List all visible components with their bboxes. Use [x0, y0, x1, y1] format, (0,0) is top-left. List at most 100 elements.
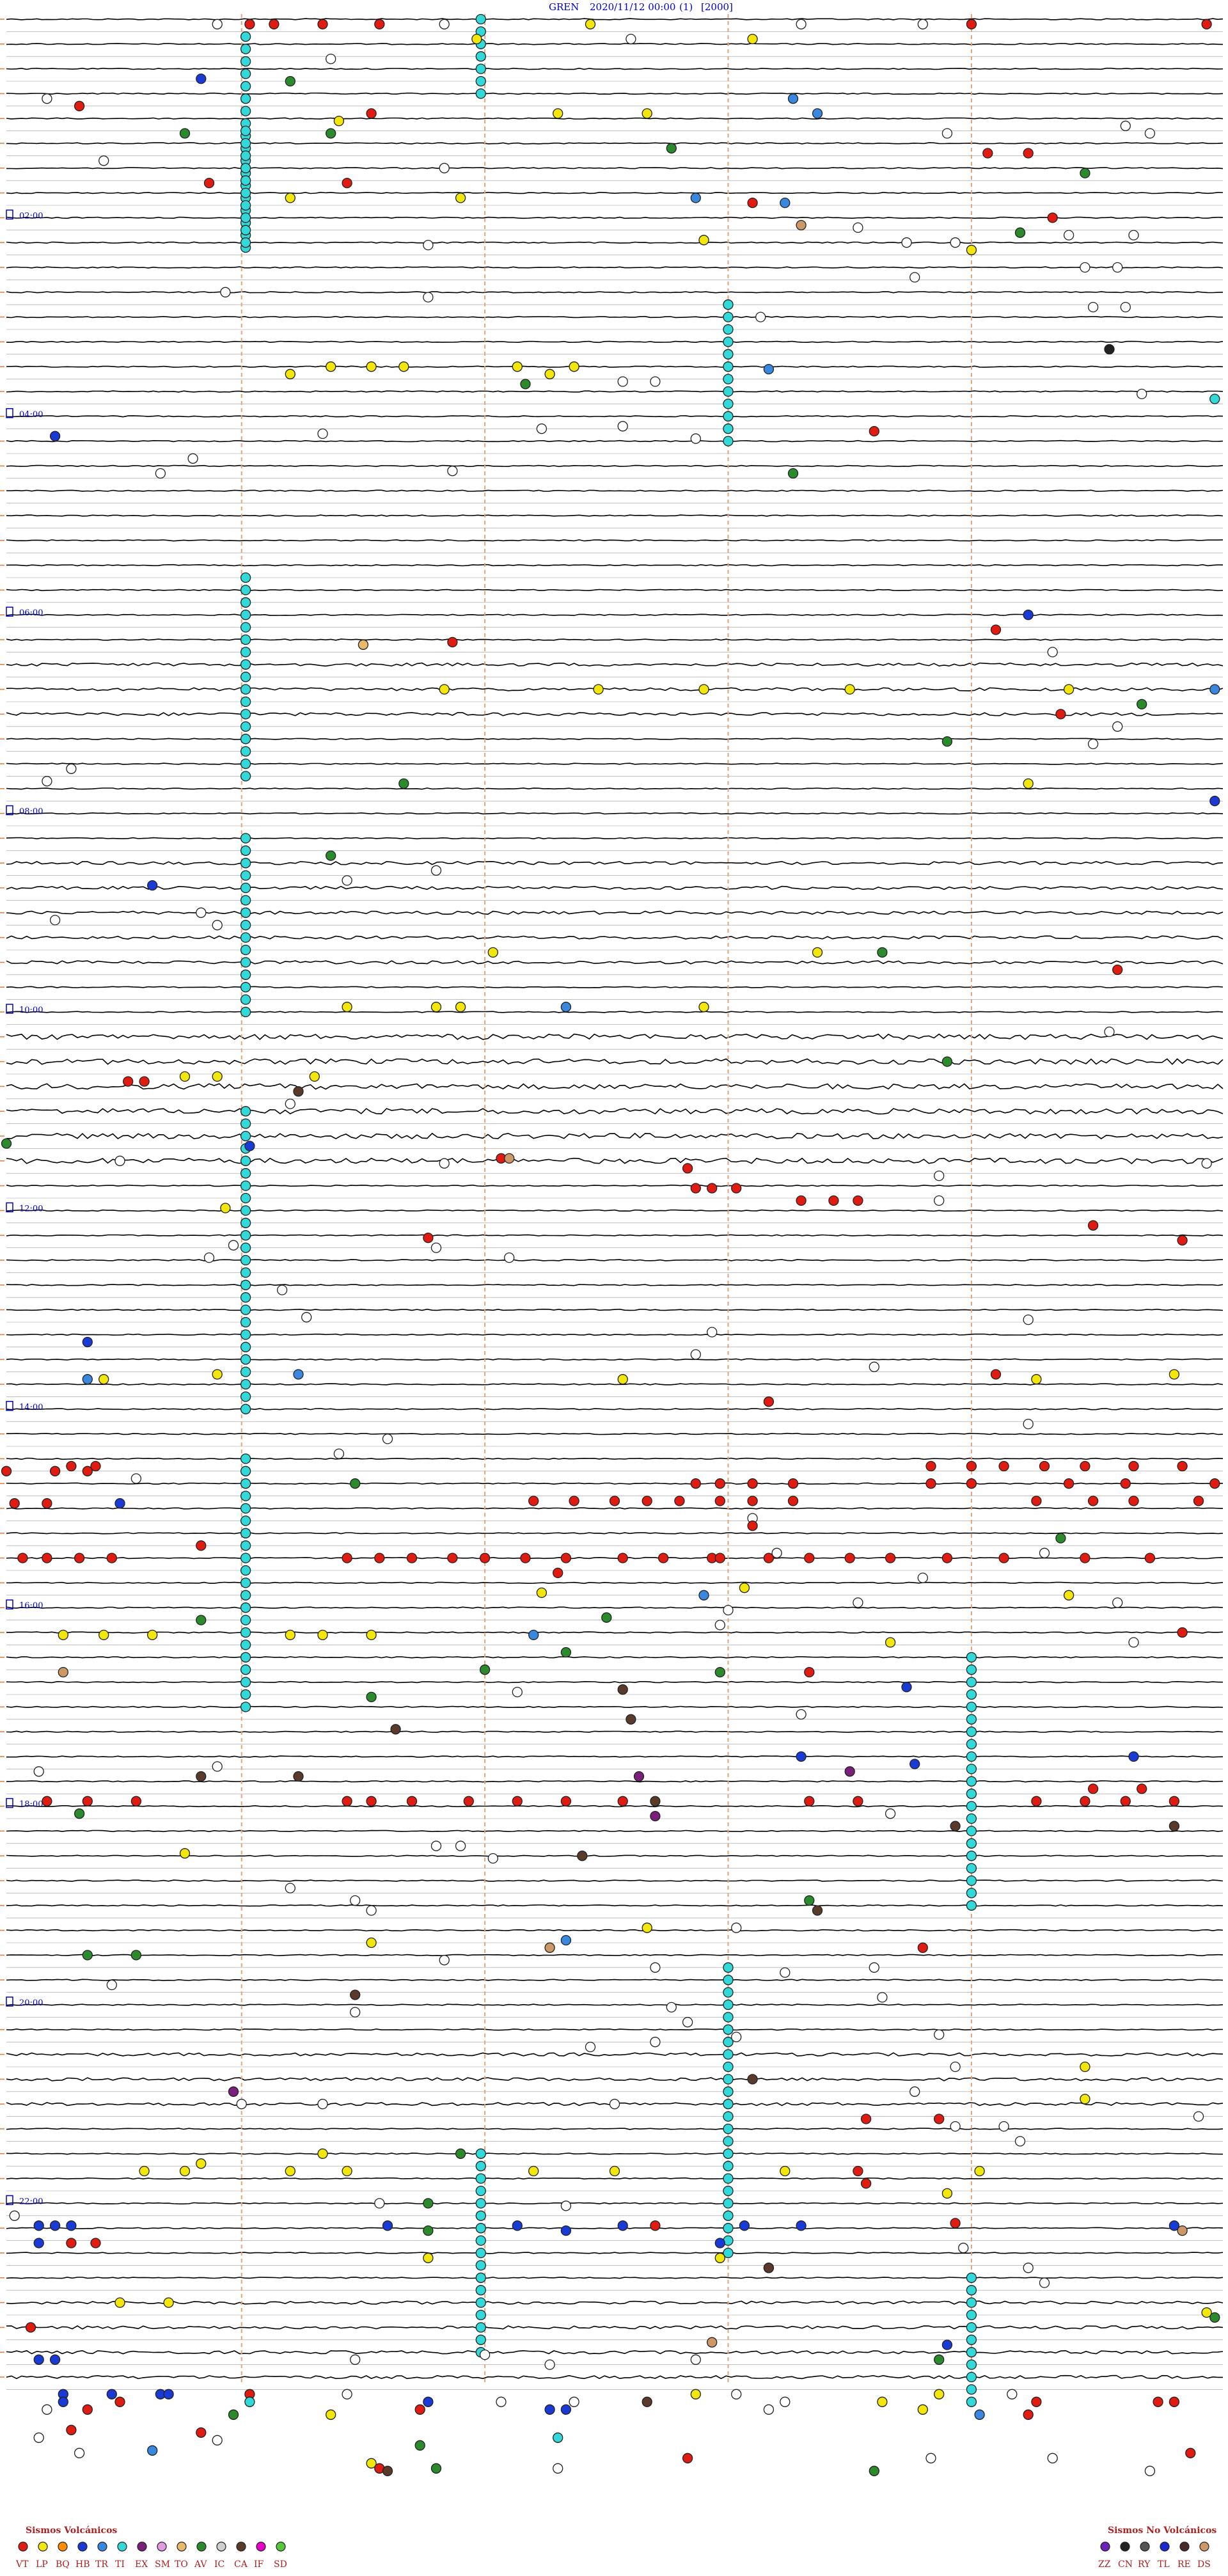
event-marker-ti	[966, 2309, 977, 2321]
event-marker-lp	[285, 193, 295, 203]
event-marker-ti	[240, 1180, 251, 1191]
hour-label: 06:00	[19, 608, 43, 618]
event-marker-ti	[240, 43, 251, 54]
event-marker-ti	[240, 1391, 251, 1402]
event-marker-vt	[804, 1666, 815, 1678]
event-marker-ti	[723, 1975, 734, 1986]
event-marker-lp	[58, 1629, 68, 1641]
event-marker-ti	[723, 2061, 734, 2073]
event-marker-vt	[925, 1478, 936, 1489]
event-marker-vt	[966, 19, 977, 29]
event-marker-vt	[682, 1163, 693, 1174]
event-marker-vt	[1047, 212, 1058, 223]
event-marker-av	[414, 2440, 425, 2451]
event-marker-ti	[240, 68, 251, 79]
event-marker-vt	[1128, 1496, 1139, 1506]
legend-nonvolcanic-label-tl: TL	[1158, 2559, 1170, 2570]
event-marker-hb	[33, 2220, 44, 2231]
event-marker-ic	[796, 19, 807, 29]
event-marker-ic	[934, 2029, 945, 2040]
event-marker-ic	[553, 2463, 563, 2474]
event-marker-lp	[98, 1374, 109, 1385]
event-marker-vt	[714, 1496, 725, 1506]
event-marker-ti	[475, 75, 486, 87]
event-marker-ic	[98, 155, 109, 166]
event-marker-ic	[650, 376, 661, 387]
event-marker-ic	[504, 1252, 515, 1263]
event-marker-ti	[240, 1515, 251, 1526]
event-marker-tr	[690, 193, 701, 203]
event-marker-ic	[917, 1572, 928, 1583]
event-marker-lp	[941, 2188, 953, 2199]
event-marker-ic	[512, 1686, 523, 1698]
event-marker-ti	[475, 2322, 486, 2333]
hour-marker-box	[6, 1202, 13, 1213]
event-marker-av	[326, 128, 336, 139]
event-marker-ca	[763, 2263, 775, 2273]
event-marker-vt	[917, 1942, 928, 1953]
trace-line	[6, 390, 1224, 393]
event-marker-ti	[475, 88, 486, 99]
event-marker-ti	[240, 721, 251, 732]
event-marker-vt	[990, 1369, 1002, 1380]
event-marker-ds	[58, 1666, 68, 1678]
event-marker-vt	[617, 1553, 628, 1563]
event-marker-vt	[17, 1553, 28, 1563]
event-marker-lp	[366, 2458, 377, 2469]
event-marker-ti	[240, 932, 251, 943]
event-marker-ic	[212, 1761, 223, 1772]
event-marker-hb	[33, 2354, 44, 2365]
event-marker-ti	[966, 2396, 977, 2407]
event-marker-ti	[723, 2210, 734, 2221]
legend-volcanic-label-lp: LP	[36, 2559, 48, 2570]
event-marker-ex	[228, 2086, 239, 2097]
event-marker-ti	[240, 1205, 251, 1216]
event-marker-av	[179, 128, 191, 139]
event-marker-ic	[220, 287, 231, 297]
event-marker-ti	[723, 299, 734, 310]
event-marker-lp	[398, 361, 409, 372]
event-marker-tr	[293, 1369, 304, 1380]
trace-line	[6, 986, 1224, 988]
event-marker-lp	[1169, 1369, 1180, 1380]
event-marker-ic	[869, 1962, 879, 1973]
event-marker-vt	[1, 1466, 12, 1476]
trace-line	[6, 935, 1224, 940]
legend-volcanic-swatch-ca	[236, 2541, 246, 2552]
event-marker-ic	[958, 2243, 969, 2254]
event-marker-ic	[536, 423, 547, 434]
event-marker-vt	[196, 1540, 207, 1551]
event-marker-ic	[1104, 1026, 1115, 1038]
legend-volcanic-swatch-bq	[58, 2541, 68, 2552]
event-marker-hb	[901, 1682, 912, 1693]
event-marker-lp	[285, 1629, 295, 1641]
legend-volcanic-swatch-hb	[77, 2541, 88, 2552]
header-channel: (1)	[679, 1, 693, 13]
event-marker-vt	[804, 1796, 815, 1806]
event-marker-tr	[1209, 684, 1220, 695]
event-marker-ic	[1112, 262, 1123, 273]
event-marker-ic	[731, 2032, 742, 2043]
trace-line	[6, 1284, 1224, 1286]
event-marker-vt	[1023, 2409, 1034, 2420]
hour-marker-box	[6, 408, 13, 418]
event-marker-ca	[812, 1905, 823, 1916]
event-marker-vt	[609, 1496, 620, 1506]
event-marker-ti	[240, 572, 251, 583]
event-marker-ic	[114, 1155, 125, 1166]
event-marker-ic	[430, 1840, 442, 1851]
event-marker-av	[398, 778, 409, 789]
event-marker-ti	[240, 1292, 251, 1303]
event-marker-av	[560, 1647, 572, 1658]
event-marker-vt	[414, 2404, 425, 2415]
event-marker-lp	[487, 947, 498, 958]
event-marker-ti	[240, 1565, 251, 1576]
event-marker-ti	[240, 1192, 251, 1204]
trace-line	[6, 837, 1224, 840]
legend-nonvolcanic-label-ry: RY	[1138, 2559, 1151, 2570]
event-marker-vt	[1087, 1783, 1099, 1794]
event-marker-lp	[220, 1203, 231, 1213]
event-marker-vt	[1120, 1478, 1131, 1489]
event-marker-vt	[642, 1496, 652, 1506]
event-marker-ca	[293, 1086, 304, 1097]
